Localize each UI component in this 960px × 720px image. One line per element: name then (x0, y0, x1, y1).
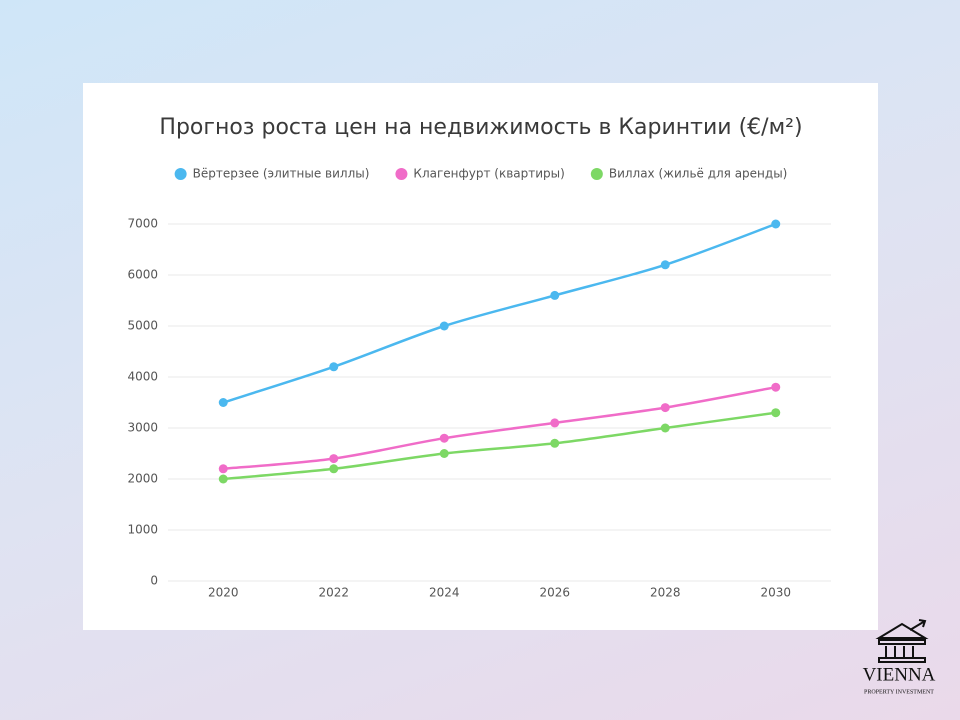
data-point (329, 454, 339, 464)
legend-marker (590, 168, 603, 180)
series-line (222, 222, 777, 404)
x-tick-label: 2024 (429, 586, 460, 600)
logo-tagline: PROPERTY INVESTMENT (864, 689, 934, 695)
data-point (771, 382, 781, 392)
data-point (660, 403, 670, 413)
y-tick-label: 6000 (127, 268, 158, 282)
y-tick-label: 2000 (127, 472, 158, 486)
x-tick-label: 2022 (318, 586, 349, 600)
data-point (660, 423, 670, 433)
y-tick-label: 1000 (127, 523, 158, 537)
y-tick-label: 0 (150, 574, 158, 588)
chart-title: Прогноз роста цен на недвижимость в Кари… (159, 115, 802, 140)
legend-label: Виллах (жильё для аренды) (609, 167, 788, 181)
y-tick-label: 4000 (127, 370, 158, 384)
data-point (550, 290, 560, 300)
x-tick-label: 2026 (539, 586, 570, 600)
legend-label: Вёртерзее (элитные виллы) (193, 167, 370, 181)
x-tick-label: 2028 (650, 586, 681, 600)
data-point (550, 438, 560, 448)
data-point (218, 398, 228, 407)
y-tick-label: 5000 (127, 319, 158, 333)
legend-label: Клагенфурт (квартиры) (413, 167, 564, 181)
data-point (550, 418, 560, 428)
data-point (329, 362, 339, 372)
legend: Вёртерзее (элитные виллы) Клагенфурт (ква… (174, 167, 788, 181)
data-point (329, 464, 339, 474)
data-point (439, 321, 449, 331)
y-tick-label: 3000 (127, 421, 158, 435)
data-point (771, 408, 781, 418)
y-tick-label: 7000 (127, 217, 158, 231)
data-point (218, 474, 228, 484)
data-point (218, 464, 228, 474)
series-line (223, 411, 776, 481)
data-point (771, 219, 781, 229)
data-point (439, 449, 449, 458)
data-point (439, 433, 449, 443)
logo-name: VIENNA (863, 664, 936, 685)
series-line (223, 385, 776, 471)
data-point (660, 260, 670, 270)
x-tick-label: 2020 (208, 586, 239, 600)
logo-icon (875, 619, 929, 663)
legend-marker (174, 168, 187, 180)
legend-marker (395, 168, 408, 180)
x-tick-label: 2030 (760, 586, 791, 600)
card (83, 83, 878, 630)
